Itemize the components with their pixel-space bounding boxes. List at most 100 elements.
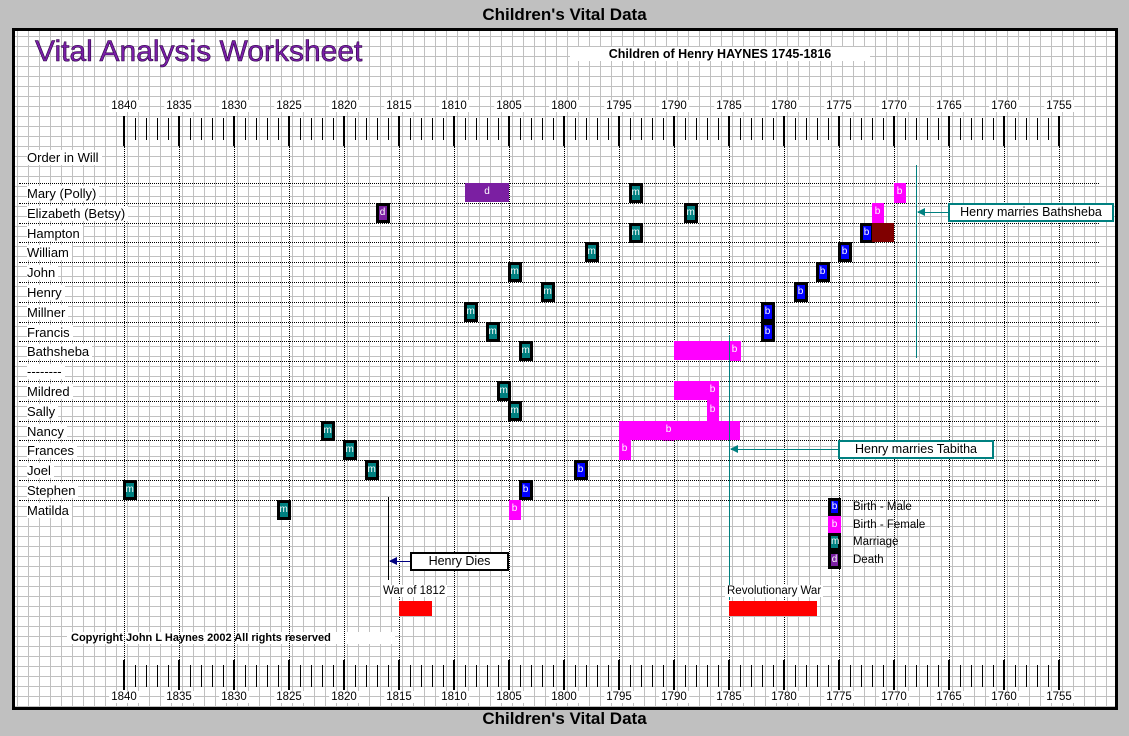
minor-tick-top bbox=[927, 118, 928, 140]
minor-tick-top bbox=[773, 118, 774, 140]
minor-tick-bottom bbox=[531, 665, 532, 687]
minor-tick-top bbox=[168, 118, 169, 140]
minor-tick-top bbox=[905, 118, 906, 140]
worksheet-title: Vital Analysis Worksheet bbox=[35, 35, 363, 69]
event-marker-d: d bbox=[375, 202, 390, 223]
major-tick-bottom bbox=[783, 660, 785, 690]
minor-tick-top bbox=[256, 118, 257, 140]
x-tick-label-top: 1770 bbox=[879, 100, 909, 112]
x-tick-label-bottom: 1820 bbox=[329, 691, 359, 703]
x-tick-label-top: 1815 bbox=[384, 100, 414, 112]
row-label: Bathsheba bbox=[27, 344, 93, 360]
minor-tick-top bbox=[267, 118, 268, 140]
minor-tick-bottom bbox=[256, 665, 257, 687]
year-gridline bbox=[179, 146, 180, 660]
major-tick-bottom bbox=[288, 660, 290, 690]
row-divider bbox=[19, 262, 1099, 264]
event-marker-m: m bbox=[496, 381, 511, 401]
year-gridline bbox=[289, 146, 290, 660]
x-tick-label-bottom: 1795 bbox=[604, 691, 634, 703]
annotation-box: Henry marries Tabitha bbox=[838, 440, 994, 459]
x-tick-label-top: 1805 bbox=[494, 100, 524, 112]
minor-tick-top bbox=[542, 118, 543, 140]
legend-label: Death bbox=[853, 553, 884, 566]
row-label: -------- bbox=[27, 364, 65, 380]
row-divider bbox=[19, 400, 1099, 402]
war-label: Revolutionary War bbox=[725, 585, 824, 597]
minor-tick-bottom bbox=[168, 665, 169, 687]
minor-tick-top bbox=[432, 118, 433, 140]
minor-tick-bottom bbox=[586, 665, 587, 687]
x-tick-label-bottom: 1805 bbox=[494, 691, 524, 703]
minor-tick-bottom bbox=[300, 665, 301, 687]
row-divider bbox=[19, 460, 1099, 462]
legend-swatch-d: d bbox=[828, 550, 841, 569]
minor-tick-bottom bbox=[311, 665, 312, 687]
legend-label: Birth - Male bbox=[853, 501, 912, 513]
event-marker-m: m bbox=[342, 440, 357, 461]
legend-swatch-m: m bbox=[828, 533, 841, 551]
minor-tick-bottom bbox=[982, 665, 983, 687]
row-label: Nancy bbox=[27, 423, 67, 439]
minor-tick-bottom bbox=[762, 665, 763, 687]
x-tick-label-bottom: 1800 bbox=[549, 691, 579, 703]
event-range-d: d bbox=[465, 183, 509, 202]
minor-tick-bottom bbox=[597, 665, 598, 687]
minor-tick-top bbox=[597, 118, 598, 140]
x-tick-label-bottom: 1815 bbox=[384, 691, 414, 703]
minor-tick-bottom bbox=[652, 665, 653, 687]
x-tick-label-top: 1810 bbox=[439, 100, 469, 112]
row-divider bbox=[19, 341, 1099, 343]
arrow-head-icon bbox=[730, 445, 738, 453]
minor-tick-bottom bbox=[476, 665, 477, 687]
minor-tick-bottom bbox=[223, 665, 224, 687]
minor-tick-bottom bbox=[641, 665, 642, 687]
worksheet: Vital Analysis Worksheet Children of Hen… bbox=[12, 28, 1118, 710]
x-tick-label-bottom: 1835 bbox=[164, 691, 194, 703]
row-label: Millner bbox=[27, 304, 69, 320]
event-marker-m: m bbox=[320, 420, 335, 441]
minor-tick-top bbox=[300, 118, 301, 140]
major-tick-top bbox=[178, 116, 180, 146]
major-tick-top bbox=[838, 116, 840, 146]
x-tick-label-top: 1780 bbox=[769, 100, 799, 112]
x-tick-label-bottom: 1780 bbox=[769, 691, 799, 703]
minor-tick-bottom bbox=[1037, 665, 1038, 687]
major-tick-bottom bbox=[508, 660, 510, 690]
minor-tick-top bbox=[685, 118, 686, 140]
event-marker-bm: b bbox=[573, 460, 588, 481]
x-tick-label-bottom: 1790 bbox=[659, 691, 689, 703]
minor-tick-bottom bbox=[608, 665, 609, 687]
x-tick-label-top: 1765 bbox=[934, 100, 964, 112]
major-tick-top bbox=[1003, 116, 1005, 146]
war-label: War of 1812 bbox=[381, 585, 448, 597]
event-marker-bf: b bbox=[871, 202, 884, 223]
minor-tick-top bbox=[443, 118, 444, 140]
row-label: William bbox=[27, 245, 72, 261]
major-tick-bottom bbox=[398, 660, 400, 690]
minor-tick-bottom bbox=[795, 665, 796, 687]
row-divider bbox=[19, 282, 1099, 283]
header-band-top: Children's Vital Data bbox=[482, 5, 647, 24]
minor-tick-top bbox=[476, 118, 477, 140]
minor-tick-top bbox=[377, 118, 378, 140]
minor-tick-top bbox=[652, 118, 653, 140]
minor-tick-bottom bbox=[718, 665, 719, 687]
event-marker-m: m bbox=[518, 341, 533, 362]
minor-tick-top bbox=[982, 118, 983, 140]
minor-tick-bottom bbox=[267, 665, 268, 687]
minor-tick-top bbox=[817, 118, 818, 140]
minor-tick-bottom bbox=[520, 665, 521, 687]
minor-tick-top bbox=[960, 118, 961, 140]
row-label: Joel bbox=[27, 463, 54, 479]
event-marker-bf: b bbox=[508, 499, 521, 520]
minor-tick-bottom bbox=[553, 665, 554, 687]
order-in-will-label: Order in Will bbox=[27, 150, 102, 165]
annotation-arrow bbox=[731, 449, 838, 450]
minor-tick-top bbox=[366, 118, 367, 140]
minor-tick-top bbox=[311, 118, 312, 140]
legend-swatch-bf: b bbox=[828, 515, 841, 534]
minor-tick-bottom bbox=[432, 665, 433, 687]
arrow-head-icon bbox=[389, 557, 397, 565]
minor-tick-top bbox=[938, 118, 939, 140]
